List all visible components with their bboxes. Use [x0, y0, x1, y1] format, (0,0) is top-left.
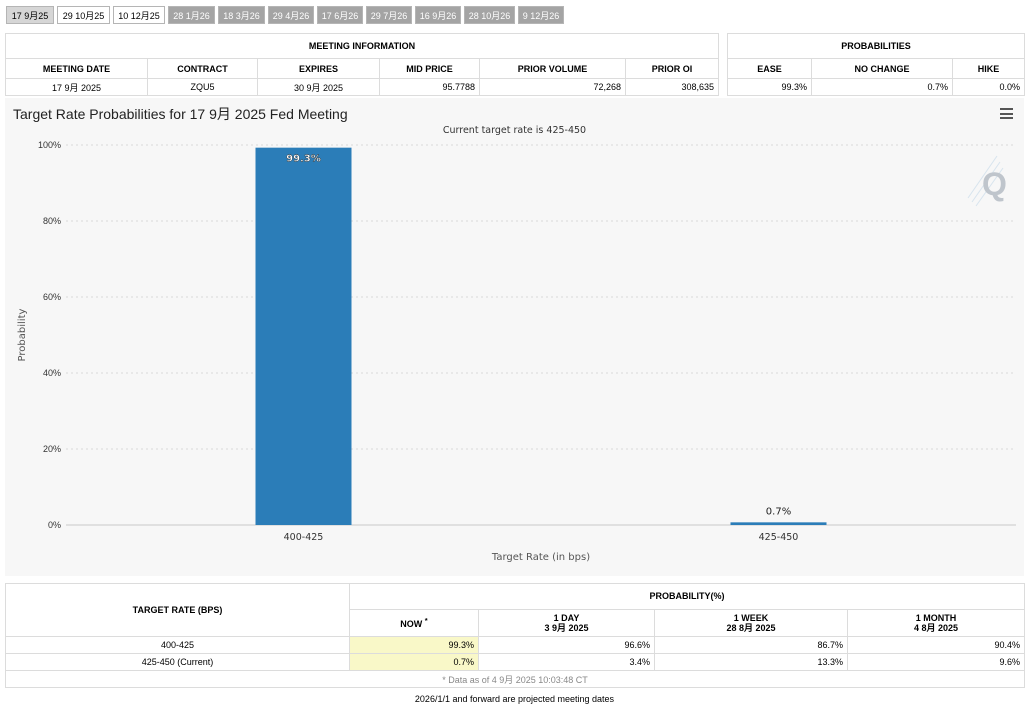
col-contract: CONTRACT [147, 58, 258, 79]
col-expires: EXPIRES [257, 58, 380, 79]
y-tick-label: 60% [43, 292, 61, 302]
tab-meeting-5[interactable]: 29 4月26 [268, 6, 314, 24]
quikstrike-logo-icon: Q [967, 155, 1007, 207]
y-axis-label: Probability [17, 308, 28, 361]
y-tick-label: 80% [43, 216, 61, 226]
col-meeting-date: MEETING DATE [5, 58, 148, 79]
chart-subtitle: Current target rate is 425-450 [442, 125, 587, 136]
tab-meeting-6[interactable]: 17 6月26 [317, 6, 363, 24]
probability-header: PROBABILITY(%) [349, 583, 1025, 610]
bar-data-label: 0.7% [766, 506, 791, 517]
y-tick-label: 0% [48, 520, 61, 530]
one-day-value: 96.6% [478, 636, 655, 654]
target-rate-chart: Target Rate Probabilities for 17 9月 2025… [5, 98, 1024, 576]
col-ease: EASE [727, 58, 812, 79]
col-1-month: 1 MONTH 4 8月 2025 [847, 608, 1025, 638]
meeting-date-value: 17 9月 2025 [5, 78, 148, 96]
logo-letter: Q [982, 166, 1007, 202]
target-rate-probability-table: TARGET RATE (BPS) PROBABILITY(%) NOW * 1… [5, 583, 1025, 688]
hike-value: 0.0% [952, 78, 1025, 96]
col-mid-price: MID PRICE [379, 58, 480, 79]
prior-oi-value: 308,635 [624, 78, 720, 96]
tab-meeting-7[interactable]: 29 7月26 [366, 6, 412, 24]
x-axis-label: Target Rate (in bps) [491, 552, 590, 563]
no-change-value: 0.7% [811, 78, 953, 96]
projected-dates-note: 2026/1/1 and forward are projected meeti… [414, 694, 615, 704]
one-month-value: 90.4% [847, 636, 1025, 654]
col-1-day-date: 3 9月 2025 [544, 622, 589, 633]
tab-meeting-3[interactable]: 28 1月26 [168, 6, 215, 24]
meeting-info-table: MEETING INFORMATION MEETING DATE CONTRAC… [4, 33, 720, 96]
tab-meeting-1[interactable]: 29 10月25 [57, 6, 110, 24]
probabilities-table: PROBABILITIES EASE NO CHANGE HIKE 99.3% … [727, 33, 1025, 96]
y-tick-label: 100% [38, 140, 61, 150]
expires-value: 30 9月 2025 [257, 78, 380, 96]
col-now-label: NOW [400, 619, 423, 630]
one-day-value: 3.4% [478, 653, 655, 671]
col-prior-oi: PRIOR OI [624, 58, 720, 79]
now-value: 0.7% [349, 653, 479, 671]
y-tick-label: 20% [43, 444, 61, 454]
one-month-value: 9.6% [847, 653, 1025, 671]
x-tick-label: 425-450 [759, 532, 799, 543]
chart-title: Target Rate Probabilities for 17 9月 2025… [13, 106, 348, 122]
hamburger-menu-icon[interactable] [1000, 108, 1013, 119]
mid-price-value: 95.7788 [379, 78, 480, 96]
now-value: 99.3% [349, 636, 479, 654]
col-now: NOW * [349, 608, 479, 638]
col-1-week-label: 1 WEEK [733, 612, 769, 623]
bar-data-label: 99.3% [286, 154, 321, 165]
y-tick-label: 40% [43, 368, 61, 378]
col-prior-volume: PRIOR VOLUME [479, 58, 626, 79]
tab-meeting-9[interactable]: 28 10月26 [464, 6, 515, 24]
chart-plot: 0% 20% 40% 60% 80% 100% 99.3% 400-425 0.7% 425-45… [17, 140, 1016, 563]
prior-volume-value: 72,268 [479, 78, 626, 96]
one-week-value: 86.7% [654, 636, 848, 654]
tab-meeting-4[interactable]: 18 3月26 [218, 6, 265, 24]
target-rate-header: TARGET RATE (BPS) [5, 583, 350, 637]
bar [255, 147, 352, 525]
meeting-info-header: MEETING INFORMATION [4, 33, 720, 59]
table-row: 400-425 99.3% 96.6% 86.7% 90.4% [5, 636, 1025, 654]
tab-meeting-8[interactable]: 16 9月26 [415, 6, 461, 24]
col-hike: HIKE [952, 58, 1025, 79]
rate-cell: 425-450 (Current) [5, 653, 350, 671]
bar [730, 522, 827, 525]
data-as-of-note: * Data as of 4 9月 2025 10:03:48 CT [5, 670, 1025, 688]
probabilities-header: PROBABILITIES [727, 33, 1025, 59]
col-no-change: NO CHANGE [811, 58, 953, 79]
col-1-week: 1 WEEK 28 8月 2025 [654, 608, 848, 638]
table-row: 425-450 (Current) 0.7% 3.4% 13.3% 9.6% [5, 653, 1025, 671]
col-1-week-date: 28 8月 2025 [726, 622, 776, 633]
col-1-day-label: 1 DAY [553, 612, 580, 623]
col-now-asterisk: * [424, 616, 428, 626]
one-week-value: 13.3% [654, 653, 848, 671]
col-1-day: 1 DAY 3 9月 2025 [478, 608, 655, 638]
col-1-month-label: 1 MONTH [915, 612, 957, 623]
col-1-month-date: 4 8月 2025 [913, 622, 959, 633]
rate-cell: 400-425 [5, 636, 350, 654]
contract-value: ZQU5 [147, 78, 258, 96]
tab-meeting-10[interactable]: 9 12月26 [518, 6, 564, 24]
tab-meeting-0[interactable]: 17 9月25 [6, 6, 54, 24]
tab-meeting-2[interactable]: 10 12月25 [113, 6, 165, 24]
ease-value: 99.3% [727, 78, 812, 96]
x-tick-label: 400-425 [284, 532, 324, 543]
